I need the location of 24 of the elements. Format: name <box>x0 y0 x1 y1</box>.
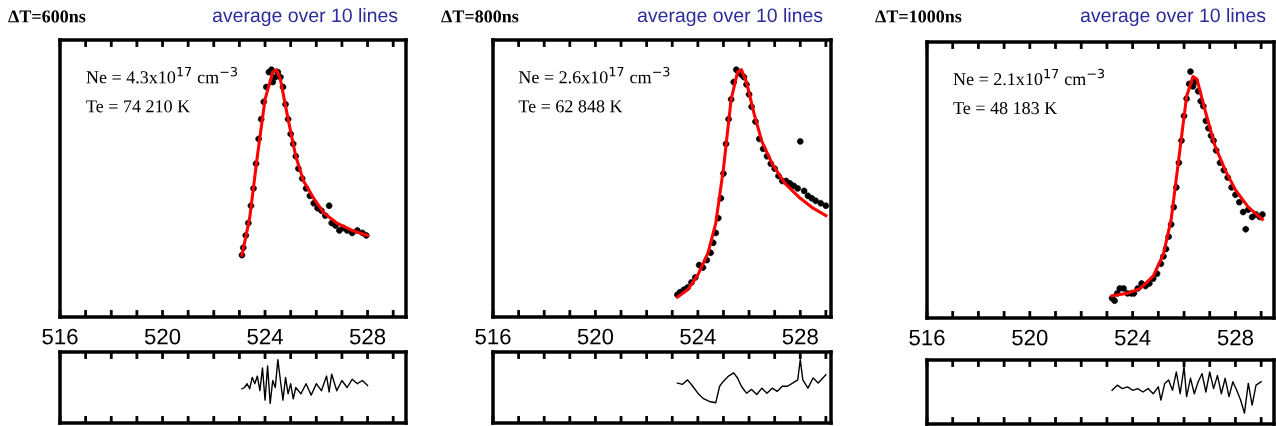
annotation: Te = 48 183 K <box>953 101 1058 115</box>
x-tick-label: 520 <box>577 328 614 345</box>
chart-subtitle: average over 10 lines <box>637 7 823 27</box>
chart-subtitle: average over 10 lines <box>1080 7 1266 27</box>
x-tick-label: 528 <box>1217 329 1254 346</box>
annotation: Ne = 2.6x10$^{17}$ cm$^{−3}$ <box>518 66 670 84</box>
x-tick-label: 516 <box>909 329 945 346</box>
x-tick-label: 528 <box>349 328 386 345</box>
x-tick-label: 520 <box>1012 329 1048 346</box>
x-tick-label: 516 <box>42 328 78 345</box>
x-tick-label: 524 <box>247 328 283 345</box>
chart-title: ΔT=800ns <box>441 10 519 23</box>
x-tick-label: 524 <box>680 328 716 345</box>
chart-subtitle: average over 10 lines <box>212 7 398 27</box>
x-tick-label: 516 <box>475 328 511 345</box>
chart-title: ΔT=600ns <box>8 10 86 23</box>
annotation: Te = 74 210 K <box>86 100 190 113</box>
x-tick-label: 528 <box>782 328 818 345</box>
annotation: Ne = 4.3x10$^{17}$ cm$^{−3}$ <box>86 66 237 84</box>
annotation: Te = 62 848 K <box>518 100 623 113</box>
annotation: Ne = 2.1x10$^{17}$ cm$^{−3}$ <box>953 68 1105 86</box>
x-tick-label: 524 <box>1114 329 1151 346</box>
x-tick-label: 520 <box>144 328 181 345</box>
chart-title: ΔT=1000ns <box>875 10 962 23</box>
